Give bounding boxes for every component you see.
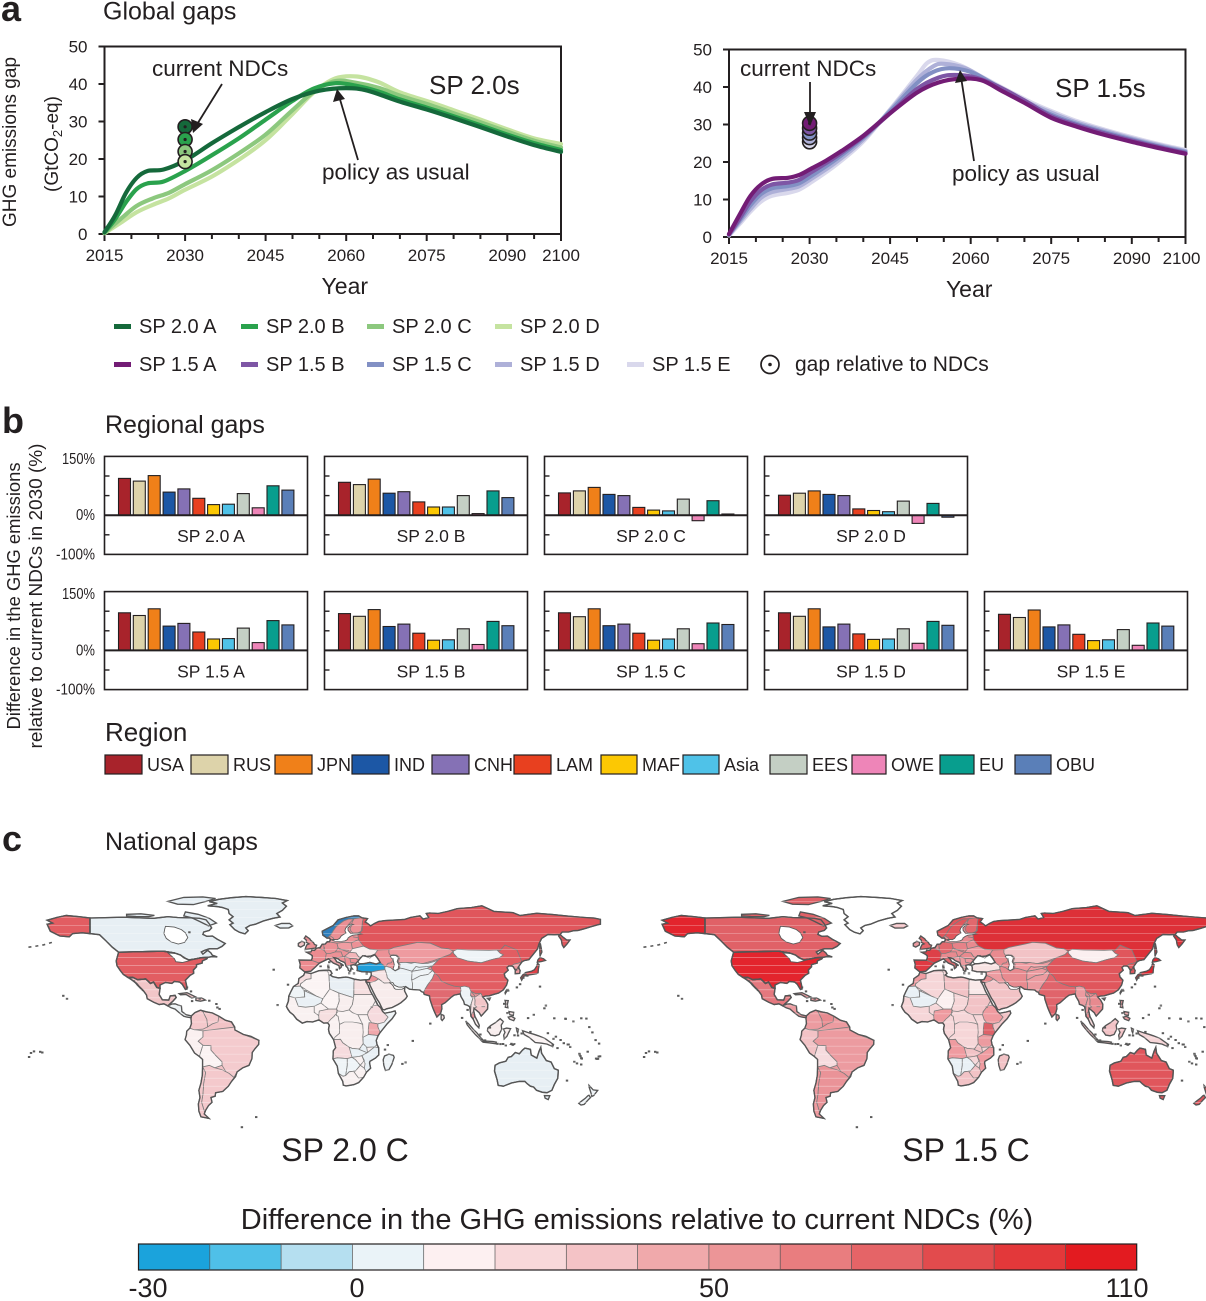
svg-text:policy as usual: policy as usual <box>952 161 1100 186</box>
svg-text:SP 2.0s: SP 2.0s <box>429 70 520 100</box>
svg-text:20: 20 <box>69 150 88 169</box>
svg-text:SP 1.5 D: SP 1.5 D <box>836 661 906 681</box>
svg-text:2100: 2100 <box>542 246 580 265</box>
svg-text:50: 50 <box>693 41 712 60</box>
svg-text:GHG emissions gap: GHG emissions gap <box>0 57 21 227</box>
svg-text:SP 2.0 B: SP 2.0 B <box>397 526 466 546</box>
svg-text:SP 1.5 A: SP 1.5 A <box>139 354 217 376</box>
svg-text:0: 0 <box>349 1273 364 1301</box>
svg-text:50: 50 <box>69 38 88 57</box>
svg-text:SP 1.5s: SP 1.5s <box>1055 73 1146 103</box>
svg-text:0: 0 <box>703 228 712 247</box>
svg-text:40: 40 <box>693 78 712 97</box>
svg-text:OWE: OWE <box>891 755 934 775</box>
svg-text:0: 0 <box>78 225 87 244</box>
svg-text:SP 1.5 B: SP 1.5 B <box>397 661 466 681</box>
svg-text:current NDCs: current NDCs <box>740 56 876 81</box>
svg-text:110: 110 <box>1105 1273 1148 1301</box>
svg-text:50: 50 <box>699 1273 729 1301</box>
svg-text:150%: 150% <box>62 451 95 468</box>
svg-text:MAF: MAF <box>642 755 680 775</box>
svg-text:Regional gaps: Regional gaps <box>105 411 265 439</box>
svg-text:IND: IND <box>394 755 425 775</box>
svg-text:SP 1.5 A: SP 1.5 A <box>177 661 245 681</box>
svg-text:LAM: LAM <box>556 755 593 775</box>
svg-text:Region: Region <box>105 717 187 747</box>
svg-text:Difference in the GHG emission: Difference in the GHG emissions relative… <box>241 1204 1033 1236</box>
svg-text:-30: -30 <box>128 1273 167 1301</box>
svg-text:SP 2.0 C: SP 2.0 C <box>616 526 686 546</box>
svg-text:-100%: -100% <box>56 546 95 563</box>
svg-text:SP 1.5 B: SP 1.5 B <box>266 354 345 376</box>
svg-text:2045: 2045 <box>247 246 285 265</box>
svg-text:2015: 2015 <box>710 249 748 268</box>
svg-text:EU: EU <box>979 755 1004 775</box>
svg-text:40: 40 <box>69 75 88 94</box>
svg-text:SP 1.5 C: SP 1.5 C <box>902 1132 1029 1168</box>
svg-text:SP 2.0 D: SP 2.0 D <box>520 316 600 338</box>
svg-text:0%: 0% <box>76 642 95 659</box>
svg-text:SP 2.0 D: SP 2.0 D <box>836 526 906 546</box>
svg-text:2100: 2100 <box>1163 249 1201 268</box>
svg-text:-100%: -100% <box>56 682 95 699</box>
svg-text:SP 1.5 D: SP 1.5 D <box>520 354 600 376</box>
svg-text:20: 20 <box>693 153 712 172</box>
svg-text:Year: Year <box>946 276 993 302</box>
svg-text:SP 2.0 A: SP 2.0 A <box>139 316 217 338</box>
svg-text:2075: 2075 <box>1032 249 1070 268</box>
svg-text:SP 1.5 C: SP 1.5 C <box>392 354 472 376</box>
svg-text:SP 1.5 E: SP 1.5 E <box>652 354 731 376</box>
svg-text:150%: 150% <box>62 586 95 603</box>
svg-text:30: 30 <box>693 116 712 135</box>
svg-text:SP 2.0 C: SP 2.0 C <box>392 316 472 338</box>
svg-text:EES: EES <box>812 755 848 775</box>
svg-text:2045: 2045 <box>871 249 909 268</box>
svg-text:SP 2.0 A: SP 2.0 A <box>177 526 245 546</box>
svg-text:policy as usual: policy as usual <box>322 160 470 185</box>
svg-text:2060: 2060 <box>327 246 365 265</box>
svg-text:b: b <box>2 400 24 441</box>
svg-text:30: 30 <box>69 113 88 132</box>
svg-text:10: 10 <box>69 188 88 207</box>
svg-text:2075: 2075 <box>408 246 446 265</box>
svg-text:0%: 0% <box>76 507 95 524</box>
svg-text:c: c <box>2 818 22 859</box>
svg-text:a: a <box>1 0 22 29</box>
svg-text:current NDCs: current NDCs <box>152 56 288 81</box>
svg-text:10: 10 <box>693 191 712 210</box>
svg-text:SP 1.5 E: SP 1.5 E <box>1057 661 1126 681</box>
svg-text:2090: 2090 <box>1113 249 1151 268</box>
svg-text:SP 2.0 C: SP 2.0 C <box>281 1132 408 1168</box>
svg-text:Asia: Asia <box>724 755 760 775</box>
svg-text:2030: 2030 <box>791 249 829 268</box>
svg-text:Global gaps: Global gaps <box>103 0 236 26</box>
svg-text:2015: 2015 <box>86 246 124 265</box>
svg-text:Difference in the GHG emission: Difference in the GHG emissions <box>4 463 24 730</box>
svg-text:CNH: CNH <box>474 755 513 775</box>
svg-text:SP 1.5 C: SP 1.5 C <box>616 661 686 681</box>
svg-text:gap relative to NDCs: gap relative to NDCs <box>795 353 989 376</box>
svg-text:National gaps: National gaps <box>105 828 258 856</box>
svg-text:2030: 2030 <box>166 246 204 265</box>
svg-text:(GtCO2-eq): (GtCO2-eq) <box>42 96 65 192</box>
svg-text:2090: 2090 <box>488 246 526 265</box>
svg-text:JPN: JPN <box>317 755 351 775</box>
svg-text:Year: Year <box>322 273 369 299</box>
svg-text:USA: USA <box>147 755 184 775</box>
svg-text:SP 2.0 B: SP 2.0 B <box>266 316 345 338</box>
svg-text:relative to current NDCs in 20: relative to current NDCs in 2030 (%) <box>26 444 46 749</box>
svg-text:OBU: OBU <box>1056 755 1095 775</box>
svg-text:2060: 2060 <box>952 249 990 268</box>
svg-text:RUS: RUS <box>233 755 271 775</box>
